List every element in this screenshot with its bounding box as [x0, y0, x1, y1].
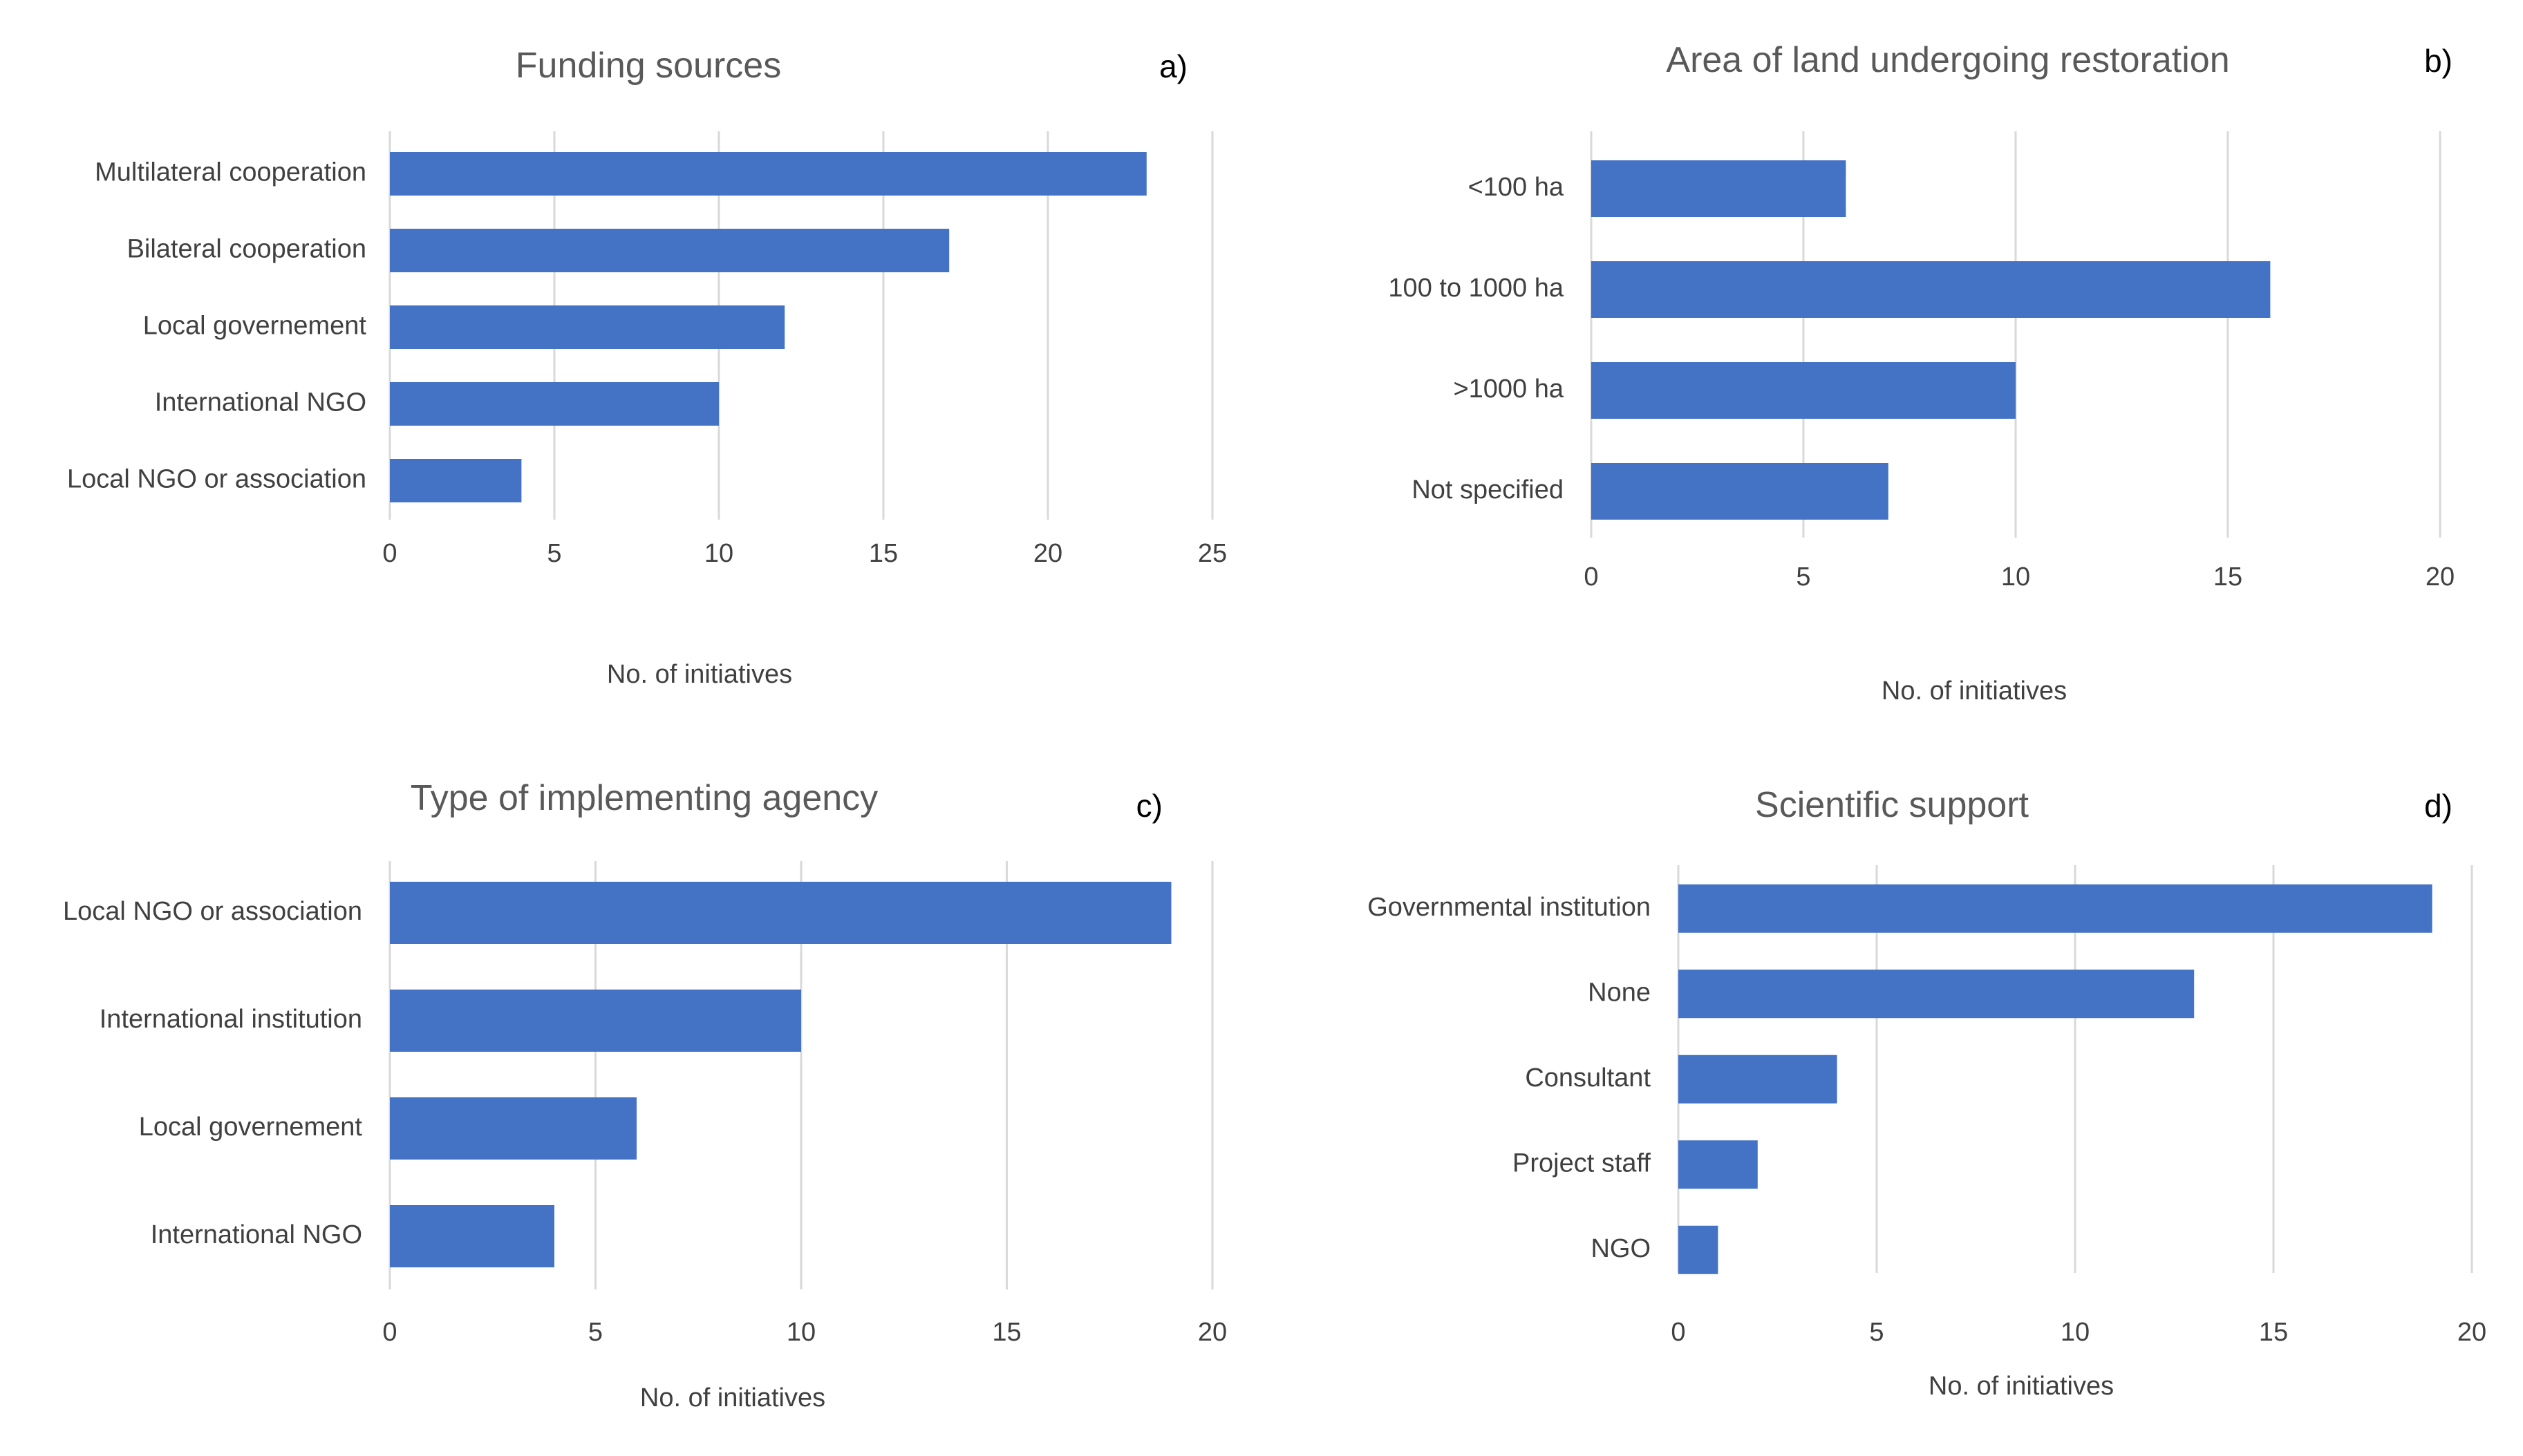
chart-title: Scientific support: [1755, 785, 2029, 825]
x-axis-label: No. of initiatives: [1882, 677, 2067, 706]
category-label: NGO: [1591, 1234, 1651, 1263]
x-tick-label: 5: [1869, 1318, 1884, 1347]
x-axis-label: No. of initiatives: [1929, 1372, 2114, 1401]
x-tick-label: 0: [382, 1318, 397, 1347]
bar: [1678, 1055, 1837, 1104]
x-tick-label: 10: [704, 539, 733, 568]
x-tick-label: 5: [1796, 562, 1810, 592]
scientific-support-panel: Scientific support d) 0 5 10 15 20 Governmental…: [1367, 785, 2486, 1401]
x-tick-label: 20: [2457, 1318, 2486, 1347]
category-label: None: [1588, 978, 1651, 1007]
panel-label: c): [1136, 788, 1163, 824]
bar: [390, 229, 950, 272]
bar: [1591, 261, 2271, 318]
bar: [390, 990, 801, 1052]
category-label: Multilateral cooperation: [95, 158, 366, 187]
category-label: International institution: [100, 1005, 362, 1034]
bar: [390, 1097, 637, 1160]
x-tick-label: 10: [2001, 562, 2030, 592]
category-label: International NGO: [151, 1220, 362, 1249]
panel-label: b): [2424, 43, 2452, 79]
x-tick-label: 5: [547, 539, 561, 568]
x-tick-label: 25: [1198, 539, 1227, 568]
x-tick-label: 0: [382, 539, 397, 568]
category-label: Local NGO or association: [63, 897, 362, 926]
chart-title: Funding sources: [516, 46, 781, 86]
bar: [1678, 884, 2432, 933]
x-tick-label: 20: [1033, 539, 1062, 568]
category-label: Consultant: [1525, 1063, 1651, 1093]
bar: [390, 882, 1172, 944]
x-tick-label: 0: [1671, 1318, 1685, 1347]
bar: [1591, 362, 2016, 419]
panel-label: a): [1159, 48, 1188, 84]
bar: [390, 305, 785, 349]
land-area-panel: Area of land undergoing restoration b) 0 5 1…: [1388, 40, 2455, 706]
category-label: 100 to 1000 ha: [1388, 274, 1564, 303]
category-label: Local governement: [143, 312, 367, 341]
x-tick-label: 10: [2061, 1318, 2090, 1347]
panel-label: d): [2424, 788, 2452, 824]
category-label: Local NGO or association: [67, 465, 366, 494]
bar: [1591, 463, 1888, 520]
chart-title: Area of land undergoing restoration: [1666, 40, 2229, 80]
category-label: Not specified: [1411, 475, 1564, 504]
bar: [390, 152, 1147, 196]
category-label: Local governement: [139, 1113, 363, 1142]
x-axis-label: No. of initiatives: [640, 1383, 825, 1412]
x-tick-label: 15: [992, 1318, 1021, 1347]
x-tick-label: 10: [787, 1318, 816, 1347]
category-label: Governmental institution: [1367, 893, 1651, 922]
category-label: Project staff: [1512, 1148, 1651, 1178]
x-tick-label: 0: [1584, 562, 1598, 592]
category-label: International NGO: [155, 388, 366, 417]
x-tick-label: 15: [2259, 1318, 2288, 1347]
bar: [390, 382, 719, 426]
category-label: >1000 ha: [1453, 375, 1564, 404]
x-tick-label: 20: [2426, 562, 2455, 592]
bar: [390, 459, 522, 502]
category-label: <100 ha: [1468, 173, 1564, 202]
implementing-agency-panel: Type of implementing agency c) 0 5 10 15 20 Loc…: [63, 778, 1227, 1412]
x-tick-label: 15: [2213, 562, 2242, 592]
x-tick-label: 20: [1198, 1318, 1227, 1347]
bar: [1678, 970, 2195, 1019]
x-tick-label: 15: [869, 539, 898, 568]
bar: [390, 1205, 554, 1267]
x-tick-label: 5: [588, 1318, 603, 1347]
x-axis-label: No. of initiatives: [607, 660, 792, 689]
category-label: Bilateral cooperation: [127, 235, 366, 264]
bar: [1591, 160, 1846, 217]
chart-title: Type of implementing agency: [411, 778, 878, 818]
bar: [1678, 1140, 1758, 1189]
bar: [1678, 1225, 1718, 1274]
funding-sources-panel: Funding sources a) 0 5 10 15 20 25 Multilateral …: [67, 46, 1227, 689]
